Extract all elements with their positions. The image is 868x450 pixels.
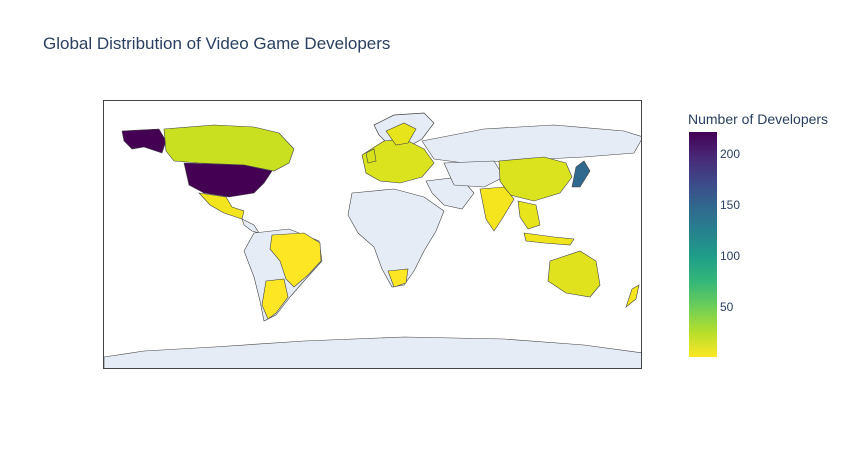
country-south-africa[interactable] (387, 268, 409, 288)
colorbar-tick-label: 200 (720, 147, 741, 162)
land-antarctica (104, 336, 641, 368)
colorbar-gradient (689, 132, 717, 357)
land-russia (421, 124, 641, 164)
chart-title: Global Distribution of Video Game Develo… (43, 34, 391, 53)
country-japan[interactable] (571, 160, 591, 188)
colorbar-tick-label: 50 (720, 300, 734, 315)
country-brazil[interactable] (269, 232, 322, 288)
land-se-asia (517, 200, 541, 230)
colorbar-title: Number of Developers (688, 111, 829, 127)
country-argentina[interactable] (261, 278, 289, 320)
land-central-asia (443, 160, 505, 188)
country-india[interactable] (479, 186, 515, 232)
land-africa (347, 188, 445, 288)
country-uk[interactable] (365, 148, 377, 164)
colorbar-tick-label: 150 (720, 198, 741, 213)
land-central-america (241, 218, 260, 234)
land-indonesia (523, 232, 575, 246)
country-australia[interactable] (547, 250, 601, 298)
country-mexico[interactable] (198, 192, 245, 220)
country-new-zealand[interactable] (625, 284, 640, 308)
colorbar-tick-label: 100 (720, 249, 741, 264)
country-alaska[interactable] (121, 128, 167, 154)
country-china[interactable] (498, 156, 573, 202)
country-canada[interactable] (163, 124, 295, 172)
country-usa[interactable] (183, 162, 273, 198)
land-scandinavia (385, 122, 417, 146)
map-frame[interactable] (103, 100, 642, 369)
world-map[interactable] (104, 101, 642, 369)
